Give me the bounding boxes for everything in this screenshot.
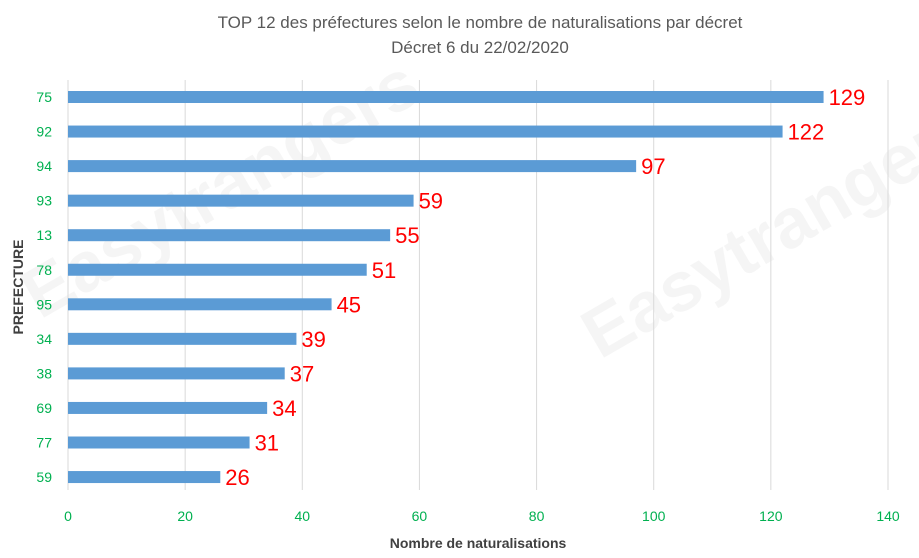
category-labels: 75 92 94 93 13 78 95 34 38 69 77 59 (36, 89, 52, 485)
x-tick-labels: 0 20 40 60 80 100 120 140 (64, 508, 900, 524)
data-label: 59 (419, 189, 443, 214)
bar (68, 436, 250, 449)
bar (68, 298, 332, 311)
x-tick-label: 100 (642, 508, 666, 524)
category-label: 59 (36, 469, 52, 485)
category-label: 78 (36, 262, 52, 278)
x-tick-label: 80 (529, 508, 545, 524)
x-tick-label: 40 (294, 508, 310, 524)
y-axis-label: PREFECTURE (10, 240, 26, 335)
bar (68, 332, 297, 345)
category-label: 92 (36, 124, 52, 140)
x-tick-label: 20 (177, 508, 193, 524)
x-tick-label: 120 (759, 508, 783, 524)
category-label: 75 (36, 89, 52, 105)
x-axis-label: Nombre de naturalisations (390, 535, 567, 551)
data-label: 37 (290, 361, 314, 386)
bar (68, 125, 783, 138)
bar (68, 401, 268, 414)
data-label: 55 (395, 223, 419, 248)
x-tick-label: 60 (412, 508, 428, 524)
category-label: 95 (36, 296, 52, 312)
data-label: 39 (301, 327, 325, 352)
category-label: 34 (36, 331, 52, 347)
category-label: 13 (36, 227, 52, 243)
data-label: 122 (788, 120, 825, 145)
data-label: 51 (372, 258, 396, 283)
chart-subtitle: Décret 6 du 22/02/2020 (391, 38, 569, 57)
data-label: 31 (255, 431, 279, 456)
bar (68, 91, 824, 103)
category-label: 77 (36, 435, 52, 451)
category-label: 69 (36, 400, 52, 416)
category-label: 93 (36, 193, 52, 209)
bar (68, 160, 637, 173)
category-label: 94 (36, 158, 52, 174)
bar (68, 194, 414, 207)
chart-title: TOP 12 des préfectures selon le nombre d… (218, 13, 743, 32)
data-label: 129 (829, 85, 866, 110)
data-label: 26 (225, 465, 249, 490)
x-tick-label: 140 (876, 508, 900, 524)
x-tick-label: 0 (64, 508, 72, 524)
bar (68, 263, 367, 276)
gridlines (67, 80, 889, 490)
data-label: 45 (337, 292, 361, 317)
watermark-text: Easytrangers (9, 44, 432, 333)
category-label: 38 (36, 365, 52, 381)
bar (68, 367, 285, 380)
bar (68, 471, 221, 484)
data-label: 34 (272, 396, 296, 421)
bar (68, 229, 391, 242)
data-label: 97 (641, 154, 665, 179)
